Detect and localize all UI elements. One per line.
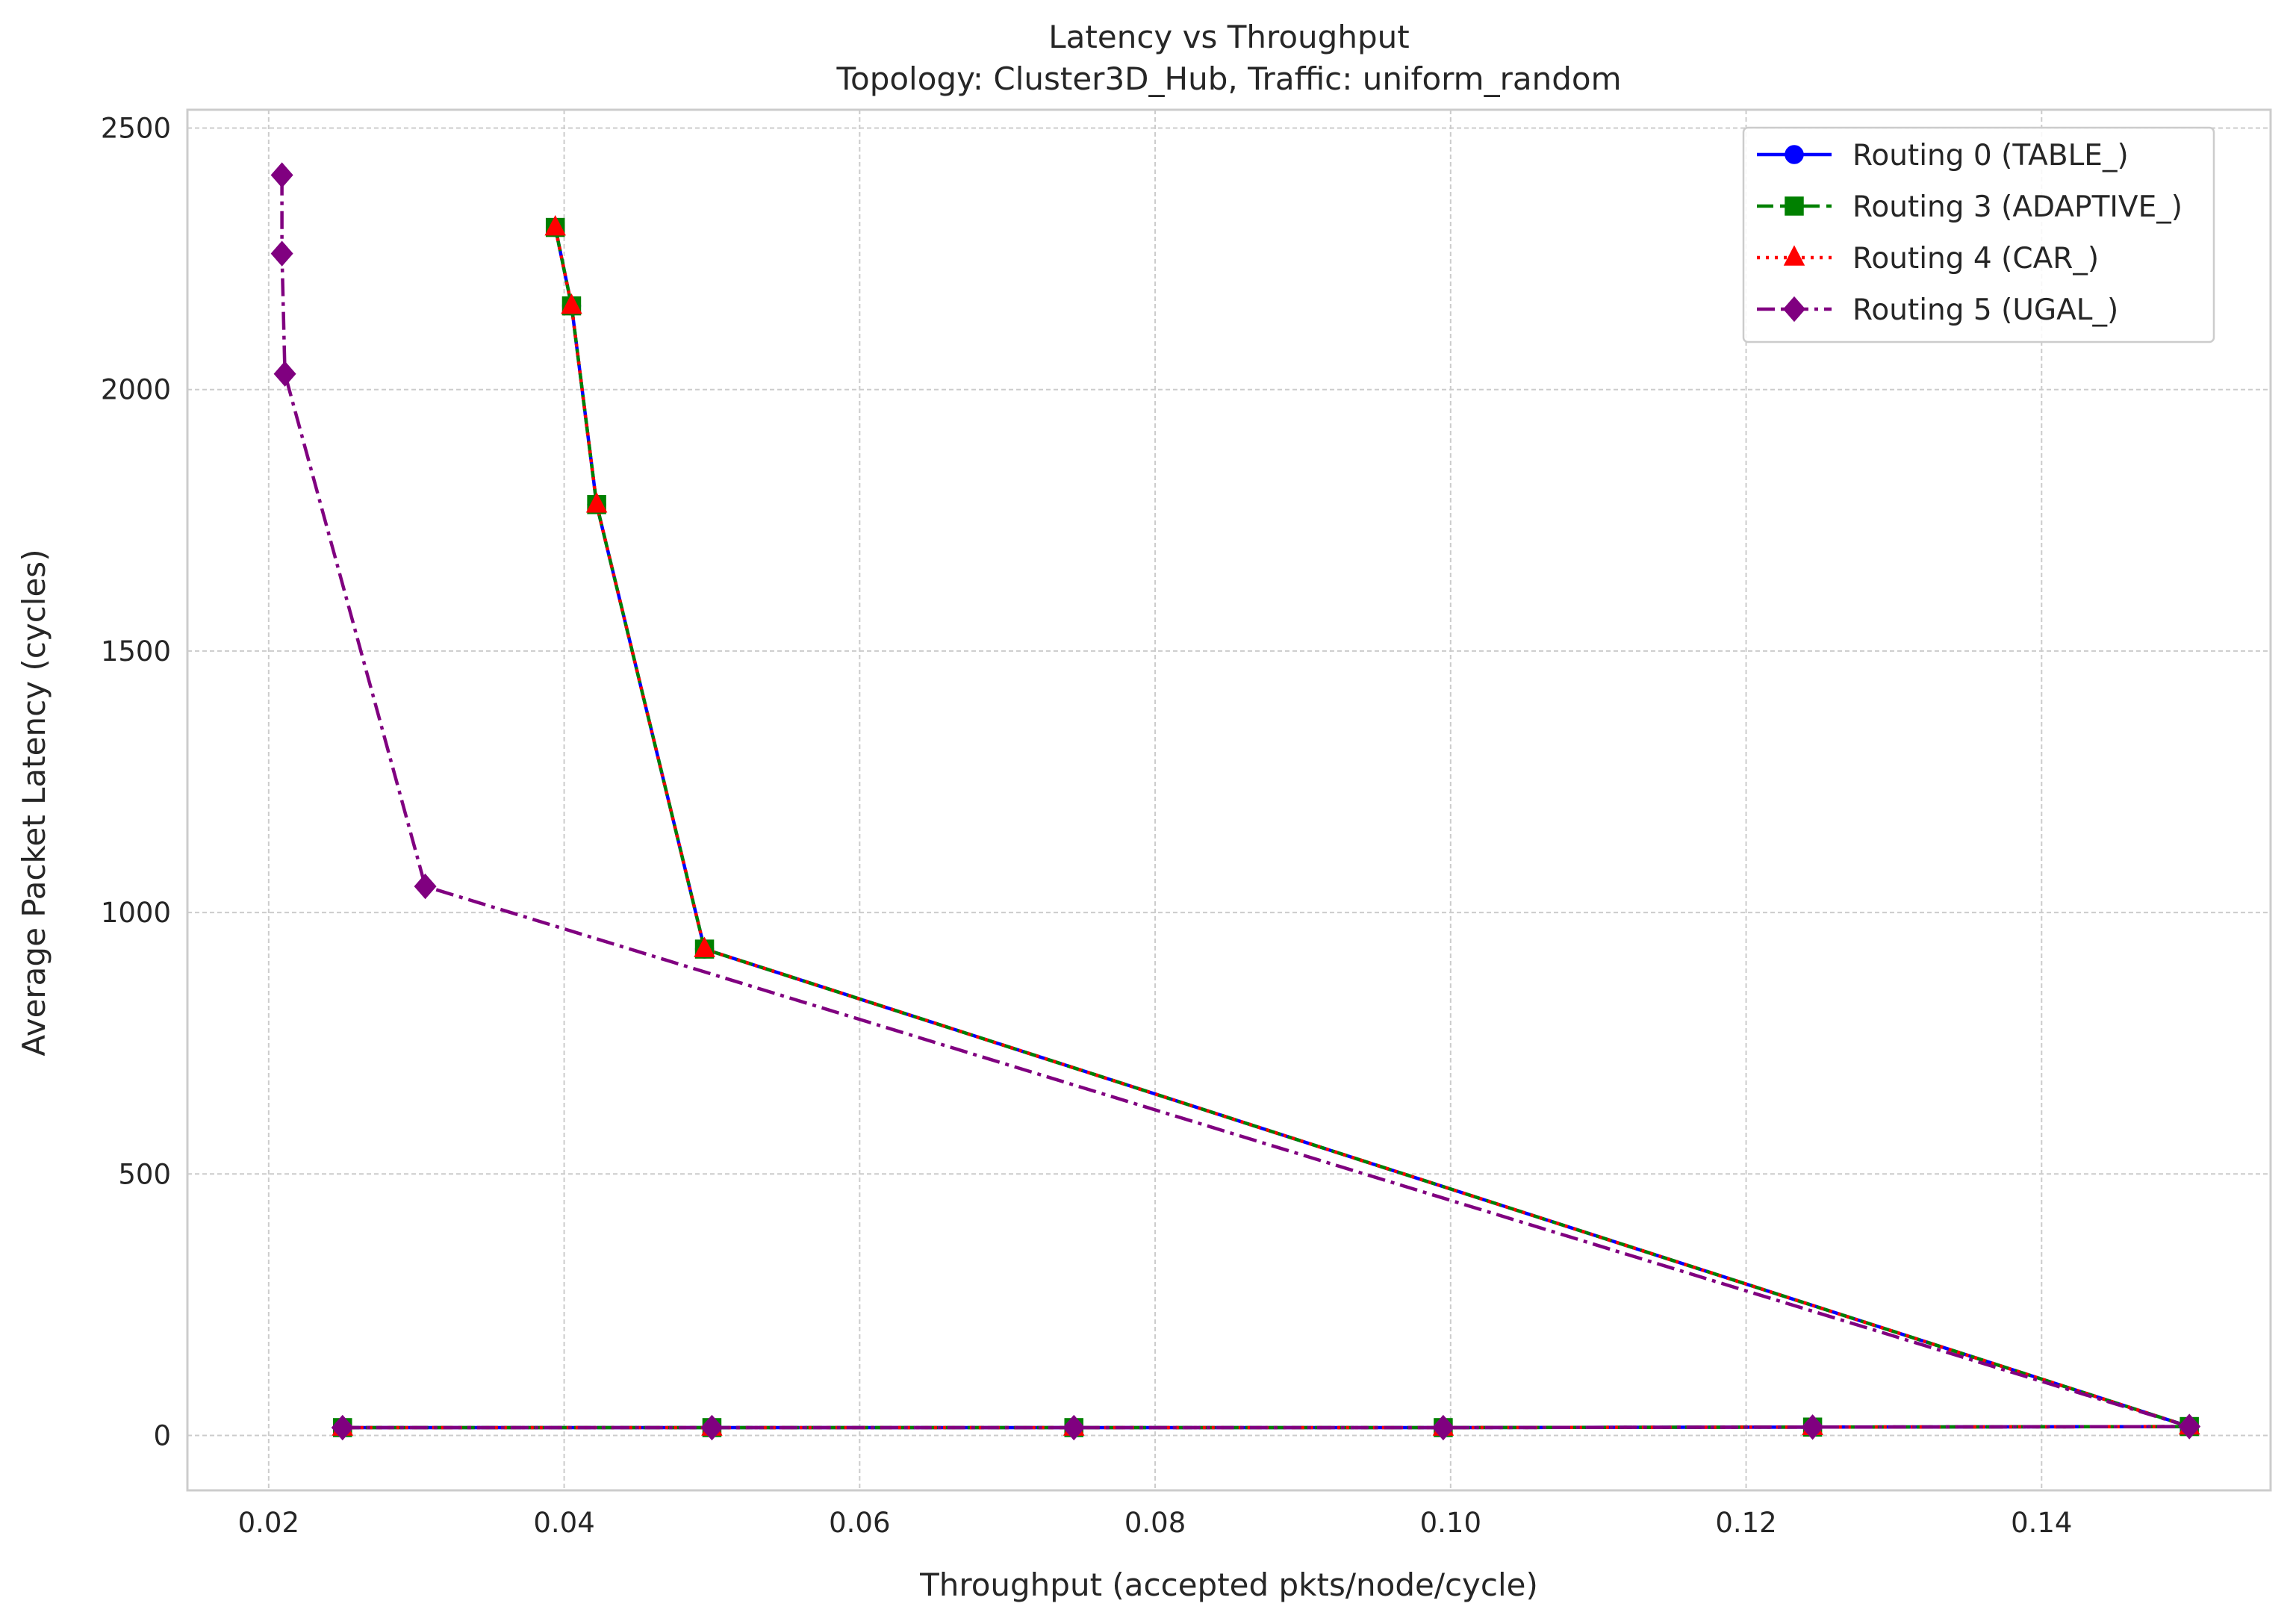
x-tick-label: 0.06 bbox=[829, 1507, 890, 1539]
legend-label: Routing 4 (CAR_) bbox=[1852, 242, 2099, 276]
data-point bbox=[585, 492, 608, 513]
legend-entry: Routing 3 (ADAPTIVE_) bbox=[1757, 190, 2182, 224]
data-point bbox=[331, 1414, 354, 1441]
legend-marker bbox=[1785, 145, 1804, 164]
data-point bbox=[1063, 1414, 1086, 1441]
y-tick-label: 1000 bbox=[101, 897, 171, 929]
data-point bbox=[1801, 1414, 1824, 1440]
legend-label: Routing 3 (ADAPTIVE_) bbox=[1852, 190, 2182, 224]
series-layer bbox=[280, 175, 2191, 1430]
legend-marker bbox=[1783, 245, 1805, 266]
x-axis-label: Throughput (accepted pkts/node/cycle) bbox=[919, 1567, 1538, 1603]
legend-box bbox=[1742, 126, 2215, 343]
data-point bbox=[270, 240, 293, 267]
data-point bbox=[561, 293, 582, 314]
legend-entry: Routing 5 (UGAL_) bbox=[1757, 293, 2118, 327]
marker-layer bbox=[270, 162, 2201, 1441]
data-point bbox=[1431, 1414, 1454, 1441]
chart-title: Latency vs Throughput bbox=[1048, 19, 1409, 55]
data-point bbox=[2178, 1413, 2201, 1440]
data-point bbox=[273, 361, 296, 387]
y-tick-label: 500 bbox=[118, 1158, 171, 1190]
x-tick-label: 0.08 bbox=[1124, 1507, 1186, 1539]
x-tick-label: 0.12 bbox=[1715, 1507, 1776, 1539]
legend-entry: Routing 4 (CAR_) bbox=[1757, 242, 2099, 276]
legend-marker bbox=[1783, 296, 1805, 323]
legend-entries: Routing 0 (TABLE_) Routing 3 (ADAPTIVE_) R… bbox=[1757, 139, 2182, 327]
x-tick-label: 0.02 bbox=[238, 1507, 299, 1539]
tick-layer: 0.02 0.04 0.06 0.08 0.10 0.12 0.14 0 500 1000 1500… bbox=[101, 113, 2073, 1539]
y-tick-label: 2500 bbox=[101, 113, 171, 145]
y-tick-label: 2000 bbox=[101, 374, 171, 406]
data-point bbox=[694, 936, 715, 957]
series-line-3 bbox=[280, 175, 2191, 1430]
data-point bbox=[414, 873, 437, 900]
plot-frame bbox=[186, 108, 2272, 1492]
data-point bbox=[270, 162, 293, 188]
y-tick-label: 1500 bbox=[101, 635, 171, 668]
legend-label: Routing 5 (UGAL_) bbox=[1852, 293, 2118, 327]
x-tick-label: 0.14 bbox=[2011, 1507, 2072, 1539]
legend: Routing 0 (TABLE_) Routing 3 (ADAPTIVE_) R… bbox=[1742, 126, 2215, 343]
legend-label: Routing 0 (TABLE_) bbox=[1852, 139, 2129, 172]
x-tick-label: 0.10 bbox=[1420, 1507, 1481, 1539]
chart-subtitle: Topology: Cluster3D_Hub, Traffic: unifor… bbox=[836, 60, 1621, 97]
data-point bbox=[544, 214, 566, 236]
y-axis-label: Average Packet Latency (cycles) bbox=[16, 549, 52, 1056]
x-tick-label: 0.04 bbox=[533, 1507, 594, 1539]
data-point bbox=[700, 1414, 724, 1441]
legend-marker bbox=[1785, 196, 1804, 216]
y-tick-label: 0 bbox=[153, 1419, 171, 1452]
legend-entry: Routing 0 (TABLE_) bbox=[1757, 139, 2129, 172]
